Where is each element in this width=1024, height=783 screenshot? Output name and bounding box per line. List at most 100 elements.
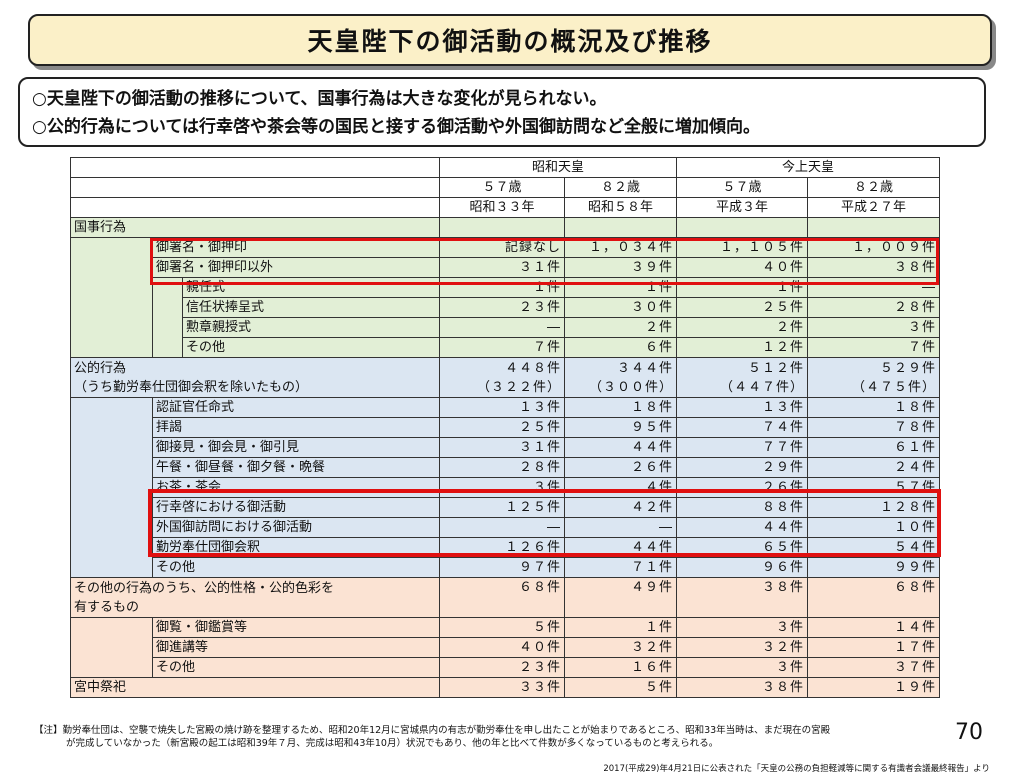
value-cell: １２８件 <box>807 497 941 518</box>
row-label: 勤労奉仕団御会釈 <box>151 537 441 558</box>
value-cell: ９５件 <box>564 417 678 438</box>
table-row: 午餐・御昼餐・御夕餐・晩餐 ２８件 ２６件 ２９件 ２４件 <box>70 457 941 478</box>
sub-value: （３００件） <box>589 379 674 395</box>
value-cell: １，０３４件 <box>564 237 678 258</box>
row-label: 御覧・御鑑賞等 <box>151 617 441 638</box>
value-cell: １７件 <box>807 637 941 658</box>
value-cell: ４９件 <box>564 577 678 618</box>
row-label: 御進講等 <box>151 637 441 658</box>
value-cell: ４４件 <box>564 437 678 458</box>
value-cell: ３件 <box>807 317 941 338</box>
page-number: 70 <box>955 720 983 745</box>
value-cell: １４件 <box>807 617 941 638</box>
value-cell: ３１件 <box>439 257 566 278</box>
footnote-line-1: 【注】勤労奉仕団は、空襲で焼失した宮殿の焼け跡を整理するため、昭和20年12月に… <box>34 725 831 736</box>
value-cell: ６５件 <box>676 537 809 558</box>
table-row: 行幸啓における御活動 １２５件 ４２件 ８８件 １２８件 <box>70 497 941 518</box>
table-row: その他 ７件 ６件 １２件 ７件 <box>70 337 941 358</box>
value-cell: ３０件 <box>564 297 678 318</box>
row-label: その他 <box>151 657 441 678</box>
value-cell: ３８件 <box>807 257 941 278</box>
row-label: 午餐・御昼餐・御夕餐・晩餐 <box>151 457 441 478</box>
header-row-year: 昭和３３年 昭和５８年 平成３年 平成２７年 <box>69 197 941 218</box>
age-cell: ５７歳 <box>676 177 809 198</box>
row-label: 外国御訪問における御活動 <box>151 517 441 538</box>
value-cell: ４４件 <box>564 537 678 558</box>
value-cell: ― <box>439 517 566 538</box>
table-row: 御署名・御押印 記録なし １，０３４件 １，１０５件 １，００９件 <box>70 237 941 358</box>
section-kyuchu-label: 宮中祭祀 <box>69 677 441 698</box>
year-cell: 昭和５８年 <box>564 197 678 218</box>
row-label: その他 <box>181 337 441 358</box>
table-row: 御進講等 ４０件 ３２件 ３２件 １７件 <box>70 637 941 658</box>
section-row-kokuji: 国事行為 <box>69 217 941 238</box>
row-label: 認証官任命式 <box>151 397 441 418</box>
value-cell: ３９件 <box>564 257 678 278</box>
value-cell: ３件 <box>439 477 566 498</box>
age-cell: ８２歳 <box>564 177 678 198</box>
value-cell: ２件 <box>564 317 678 338</box>
value-cell: ７１件 <box>564 557 678 578</box>
value-cell: ― <box>807 277 941 298</box>
value-cell: ３８件 <box>676 577 809 618</box>
value-cell: １３件 <box>439 397 566 418</box>
sub-value: （４４７件） <box>720 379 805 395</box>
row-label: 行幸啓における御活動 <box>151 497 441 518</box>
header-showa: 昭和天皇 <box>439 157 678 178</box>
value-cell: ― <box>439 317 566 338</box>
row-label: 勲章親授式 <box>181 317 441 338</box>
value-cell: ３件 <box>676 617 809 638</box>
sub-value: （４７５件） <box>852 379 937 395</box>
section-koteki-note: （うち勤労奉仕団御会釈を除いたもの） <box>74 379 309 395</box>
value-cell: １２５件 <box>439 497 566 518</box>
value-cell: ２件 <box>676 317 809 338</box>
value-cell: ７７件 <box>676 437 809 458</box>
value-cell: ６件 <box>564 337 678 358</box>
header-row-emperor: 昭和天皇 今上天皇 <box>69 157 941 178</box>
total-value: ３４４件 <box>617 360 674 376</box>
value-cell: ４０件 <box>439 637 566 658</box>
footnote-line-2: が完成していなかった（新宮殿の起工は昭和39年７月、完成は昭和43年10月）状況… <box>66 738 719 749</box>
value-cell: １件 <box>564 617 678 638</box>
title-box: 天皇陛下の御活動の概況及び推移 <box>28 14 992 66</box>
value-cell: １８件 <box>807 397 941 418</box>
value-cell: ６８件 <box>807 577 941 618</box>
section-row-kyuchu: 宮中祭祀 ３３件 ５件 ３８件 １９件 <box>69 677 941 698</box>
section-other-line-1: その他の行為のうち、公的性格・公的色彩を <box>74 580 335 596</box>
value-cell: ５２９件 （４７５件） <box>807 357 941 398</box>
value-cell: ２５件 <box>439 417 566 438</box>
value-cell: ２６件 <box>564 457 678 478</box>
value-cell: ７件 <box>439 337 566 358</box>
total-value: ４４８件 <box>505 360 562 376</box>
value-cell: ２５件 <box>676 297 809 318</box>
value-cell: ７件 <box>807 337 941 358</box>
row-label: お茶・茶会 <box>151 477 441 498</box>
value-cell: １３件 <box>676 397 809 418</box>
value-cell: １件 <box>564 277 678 298</box>
value-cell: 記録なし <box>439 237 566 258</box>
value-cell: １６件 <box>564 657 678 678</box>
value-cell: ８８件 <box>676 497 809 518</box>
value-cell: ３件 <box>676 657 809 678</box>
value-cell: １０件 <box>807 517 941 538</box>
table-row: 御署名・御押印以外 ３１件 ３９件 ４０件 ３８件 <box>70 257 941 278</box>
age-cell: ５７歳 <box>439 177 566 198</box>
table-row: 信任状捧呈式 ２３件 ３０件 ２５件 ２８件 <box>70 297 941 318</box>
value-cell: １２６件 <box>439 537 566 558</box>
value-cell: ３３件 <box>439 677 566 698</box>
value-cell: １９件 <box>807 677 941 698</box>
value-cell: ４０件 <box>676 257 809 278</box>
summary-line-2: ○公的行為については行幸啓や茶会等の国民と接する御活動や外国御訪問など全般に増加… <box>32 117 760 137</box>
value-cell: ５７件 <box>807 477 941 498</box>
age-cell: ８２歳 <box>807 177 941 198</box>
value-cell: ９９件 <box>807 557 941 578</box>
value-cell: ９６件 <box>676 557 809 578</box>
year-cell: 昭和３３年 <box>439 197 566 218</box>
value-cell: １８件 <box>564 397 678 418</box>
value-cell: １，１０５件 <box>676 237 809 258</box>
value-cell: ５４件 <box>807 537 941 558</box>
value-cell: ２８件 <box>807 297 941 318</box>
row-label: 御署名・御押印 <box>151 237 441 258</box>
summary-line-1: ○天皇陛下の御活動の推移について、国事行為は大きな変化が見られない。 <box>32 89 607 109</box>
section-kokuji-label: 国事行為 <box>69 217 441 238</box>
